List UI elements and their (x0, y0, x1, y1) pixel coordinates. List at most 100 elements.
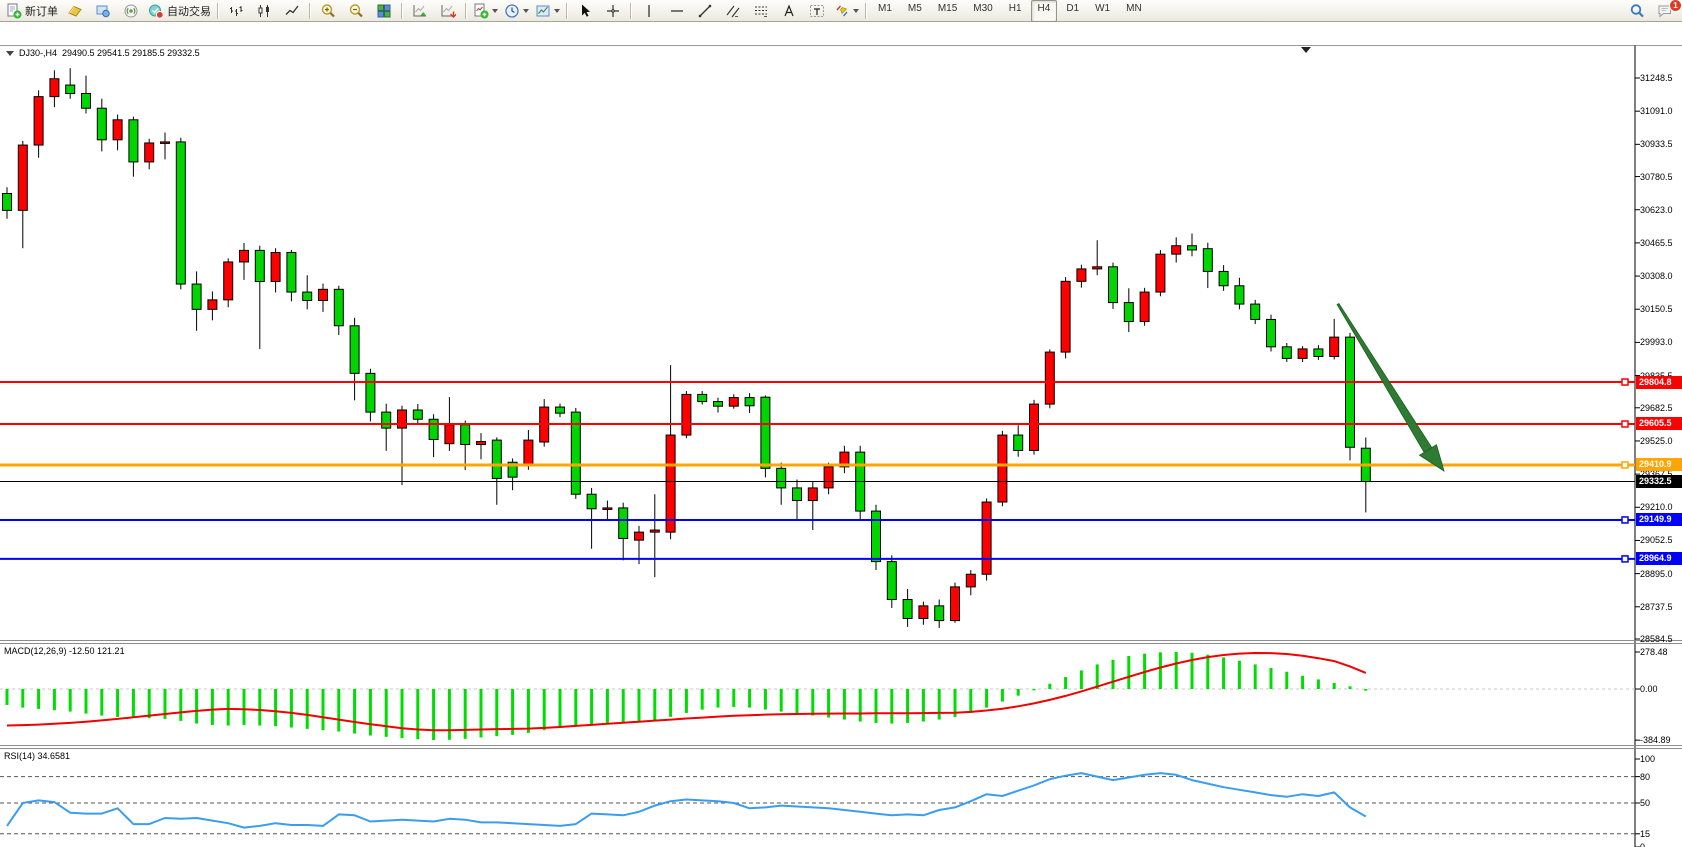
chevron-down-icon[interactable] (853, 8, 859, 13)
main-toolbar: 新订单 自动交易 M1 M5 M15 M30 H1 H4 D1 W1 MN 1 (0, 0, 1682, 22)
chart-shift-marker-icon[interactable] (1301, 47, 1311, 53)
price-tick-label: 29052.5 (1640, 535, 1673, 546)
channel-icon (726, 5, 740, 17)
price-tick-label: 28895.0 (1640, 568, 1673, 579)
arrows-button[interactable] (831, 0, 862, 22)
chart-canvas[interactable] (0, 22, 1682, 847)
search-button[interactable] (1623, 0, 1651, 22)
community-button[interactable] (89, 0, 117, 22)
text-label-button[interactable] (803, 0, 831, 22)
text-button[interactable] (775, 0, 803, 22)
candlestick (681, 393, 692, 436)
candlestick (412, 409, 423, 420)
rsi-indicator-label: RSI(14) 34.6581 (4, 751, 71, 761)
zoom-out-button[interactable] (342, 0, 370, 22)
templates-icon (536, 5, 550, 16)
chevron-down-icon[interactable] (554, 8, 560, 13)
candlestick (365, 372, 376, 413)
timeframe-h4-button[interactable]: H4 (1030, 0, 1058, 22)
periods-button[interactable] (501, 0, 532, 22)
chart-symbol-period: DJ30-,H4 (19, 48, 58, 58)
crosshair-button[interactable] (599, 0, 627, 22)
trendline-button[interactable] (691, 0, 719, 22)
candlestick (618, 507, 629, 539)
trend-arrow-head[interactable] (1418, 444, 1445, 472)
rsi-line (6, 772, 1367, 829)
level-price-tag: 29410.9 (1636, 458, 1682, 472)
price-tick-label: 30780.5 (1640, 171, 1673, 182)
macd-tick-label: 0.00 (1640, 684, 1658, 694)
periods-icon (505, 3, 519, 18)
horizontal-line-button[interactable] (663, 0, 691, 22)
candlestick (776, 467, 787, 489)
timeframe-m30-button[interactable]: M30 (973, 2, 993, 14)
vertical-line-button[interactable] (635, 0, 663, 22)
candlestick (428, 418, 439, 440)
candlestick (33, 96, 44, 146)
trendline-icon (698, 4, 712, 17)
timeframe-m5-button[interactable]: M5 (907, 2, 922, 14)
new-order-button[interactable]: 新订单 (3, 0, 61, 22)
chevron-down-icon[interactable] (492, 8, 498, 13)
candlestick (997, 434, 1008, 503)
rsi-tick-label: 80 (1640, 771, 1651, 782)
timeframe-d1-button[interactable]: D1 (1066, 2, 1080, 14)
candlestick (1092, 266, 1103, 270)
templates-button[interactable] (532, 0, 563, 22)
candlestick (1297, 348, 1308, 359)
candlestick (144, 142, 155, 163)
candlestick (792, 487, 802, 502)
candlestick (1187, 245, 1197, 251)
cursor-icon (582, 4, 590, 17)
rsi-tick-label: 50 (1640, 798, 1651, 808)
tile-windows-button[interactable] (370, 0, 398, 22)
hline-handle[interactable] (1621, 516, 1629, 524)
equidistant-channel-button[interactable] (719, 0, 747, 22)
candlestick (555, 406, 565, 414)
news-button[interactable] (117, 0, 145, 22)
text-icon (784, 3, 794, 16)
indicators-button[interactable] (470, 0, 501, 22)
autotrading-button[interactable]: 自动交易 (145, 0, 214, 22)
hline-handle[interactable] (1621, 378, 1629, 386)
bar-chart-button[interactable] (222, 0, 250, 22)
auto-scroll-button[interactable] (406, 0, 434, 22)
candlestick (1281, 346, 1292, 359)
chart-surface[interactable]: DJ30-,H4 29490.5 29541.5 29185.5 29332.5… (0, 22, 1682, 847)
metaeditor-button[interactable] (61, 0, 89, 22)
chevron-down-icon[interactable] (6, 50, 14, 56)
hline-handle[interactable] (1621, 461, 1629, 469)
candlestick (728, 397, 739, 407)
rsi-tick-label: 15 (1640, 828, 1651, 839)
price-tick-label: 29682.5 (1640, 402, 1673, 413)
zoom-out-icon (349, 3, 363, 17)
rsi-tick-label: 100 (1640, 754, 1656, 764)
candlestick (744, 397, 755, 407)
candlestick (649, 529, 660, 533)
hline-handle[interactable] (1621, 555, 1629, 563)
candlestick (381, 411, 392, 429)
hline-handle[interactable] (1621, 420, 1629, 428)
chevron-down-icon[interactable] (523, 8, 529, 13)
zoom-in-button[interactable] (314, 0, 342, 22)
candlestick (1044, 351, 1055, 405)
candlestick (17, 144, 28, 211)
candlestick (1013, 434, 1024, 451)
toolbar-separator (865, 2, 867, 19)
notifications-button[interactable]: 1 (1651, 0, 1682, 22)
timeframe-m1-button[interactable]: M1 (878, 2, 892, 14)
fibonacci-button[interactable] (747, 0, 775, 22)
timeframe-w1-button[interactable]: W1 (1095, 2, 1111, 14)
chart-shift-icon (441, 4, 456, 18)
chart-shift-button[interactable] (434, 0, 462, 22)
candlestick (397, 409, 407, 429)
candlestick-chart-button[interactable] (250, 0, 278, 22)
cursor-button[interactable] (571, 0, 599, 22)
line-chart-button[interactable] (278, 0, 306, 22)
timeframe-h1-button[interactable]: H1 (1008, 2, 1022, 14)
level-price-tag: 28964.9 (1636, 552, 1682, 566)
timeframe-mn-button[interactable]: MN (1126, 2, 1142, 14)
candlestick (950, 586, 960, 622)
timeframe-m15-button[interactable]: M15 (937, 2, 958, 14)
level-price-tag: 29804.8 (1636, 375, 1682, 389)
